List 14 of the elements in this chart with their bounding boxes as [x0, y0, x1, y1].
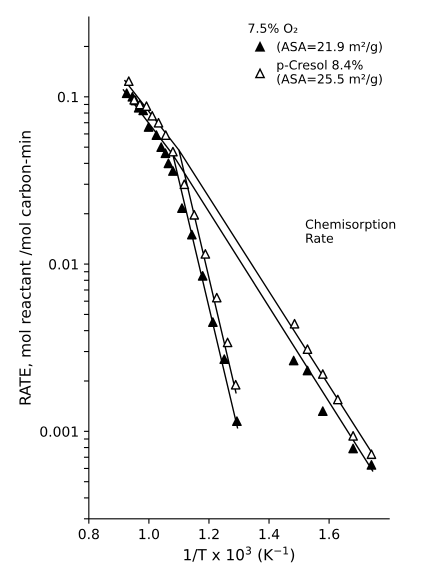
legend-label: p-Cresol 8.4% (ASA=25.5 m²/g): [277, 60, 382, 86]
y-axis-title: RATE, mol reactant /mol carbon-min: [19, 131, 32, 404]
y-tick-label: 0.01: [49, 259, 78, 270]
x-tick-label: 1.2: [199, 528, 219, 540]
x-axis-title: 1/T x 10$^{3}$ (K$^{−1}$): [184, 546, 294, 562]
legend-title: 7.5% O₂: [248, 23, 298, 33]
x-tick-label: 1.4: [260, 528, 280, 540]
legend-label: (ASA=21.9 m²/g): [277, 42, 382, 54]
x-tick-label: 1.0: [139, 528, 160, 540]
y-tick-label: 0.001: [40, 426, 78, 437]
annotation: Chemisorption Rate: [306, 219, 396, 243]
x-tick-label: 1.6: [320, 528, 340, 540]
y-tick-label: 0.1: [58, 92, 78, 102]
x-tick-label: 0.8: [78, 528, 99, 540]
